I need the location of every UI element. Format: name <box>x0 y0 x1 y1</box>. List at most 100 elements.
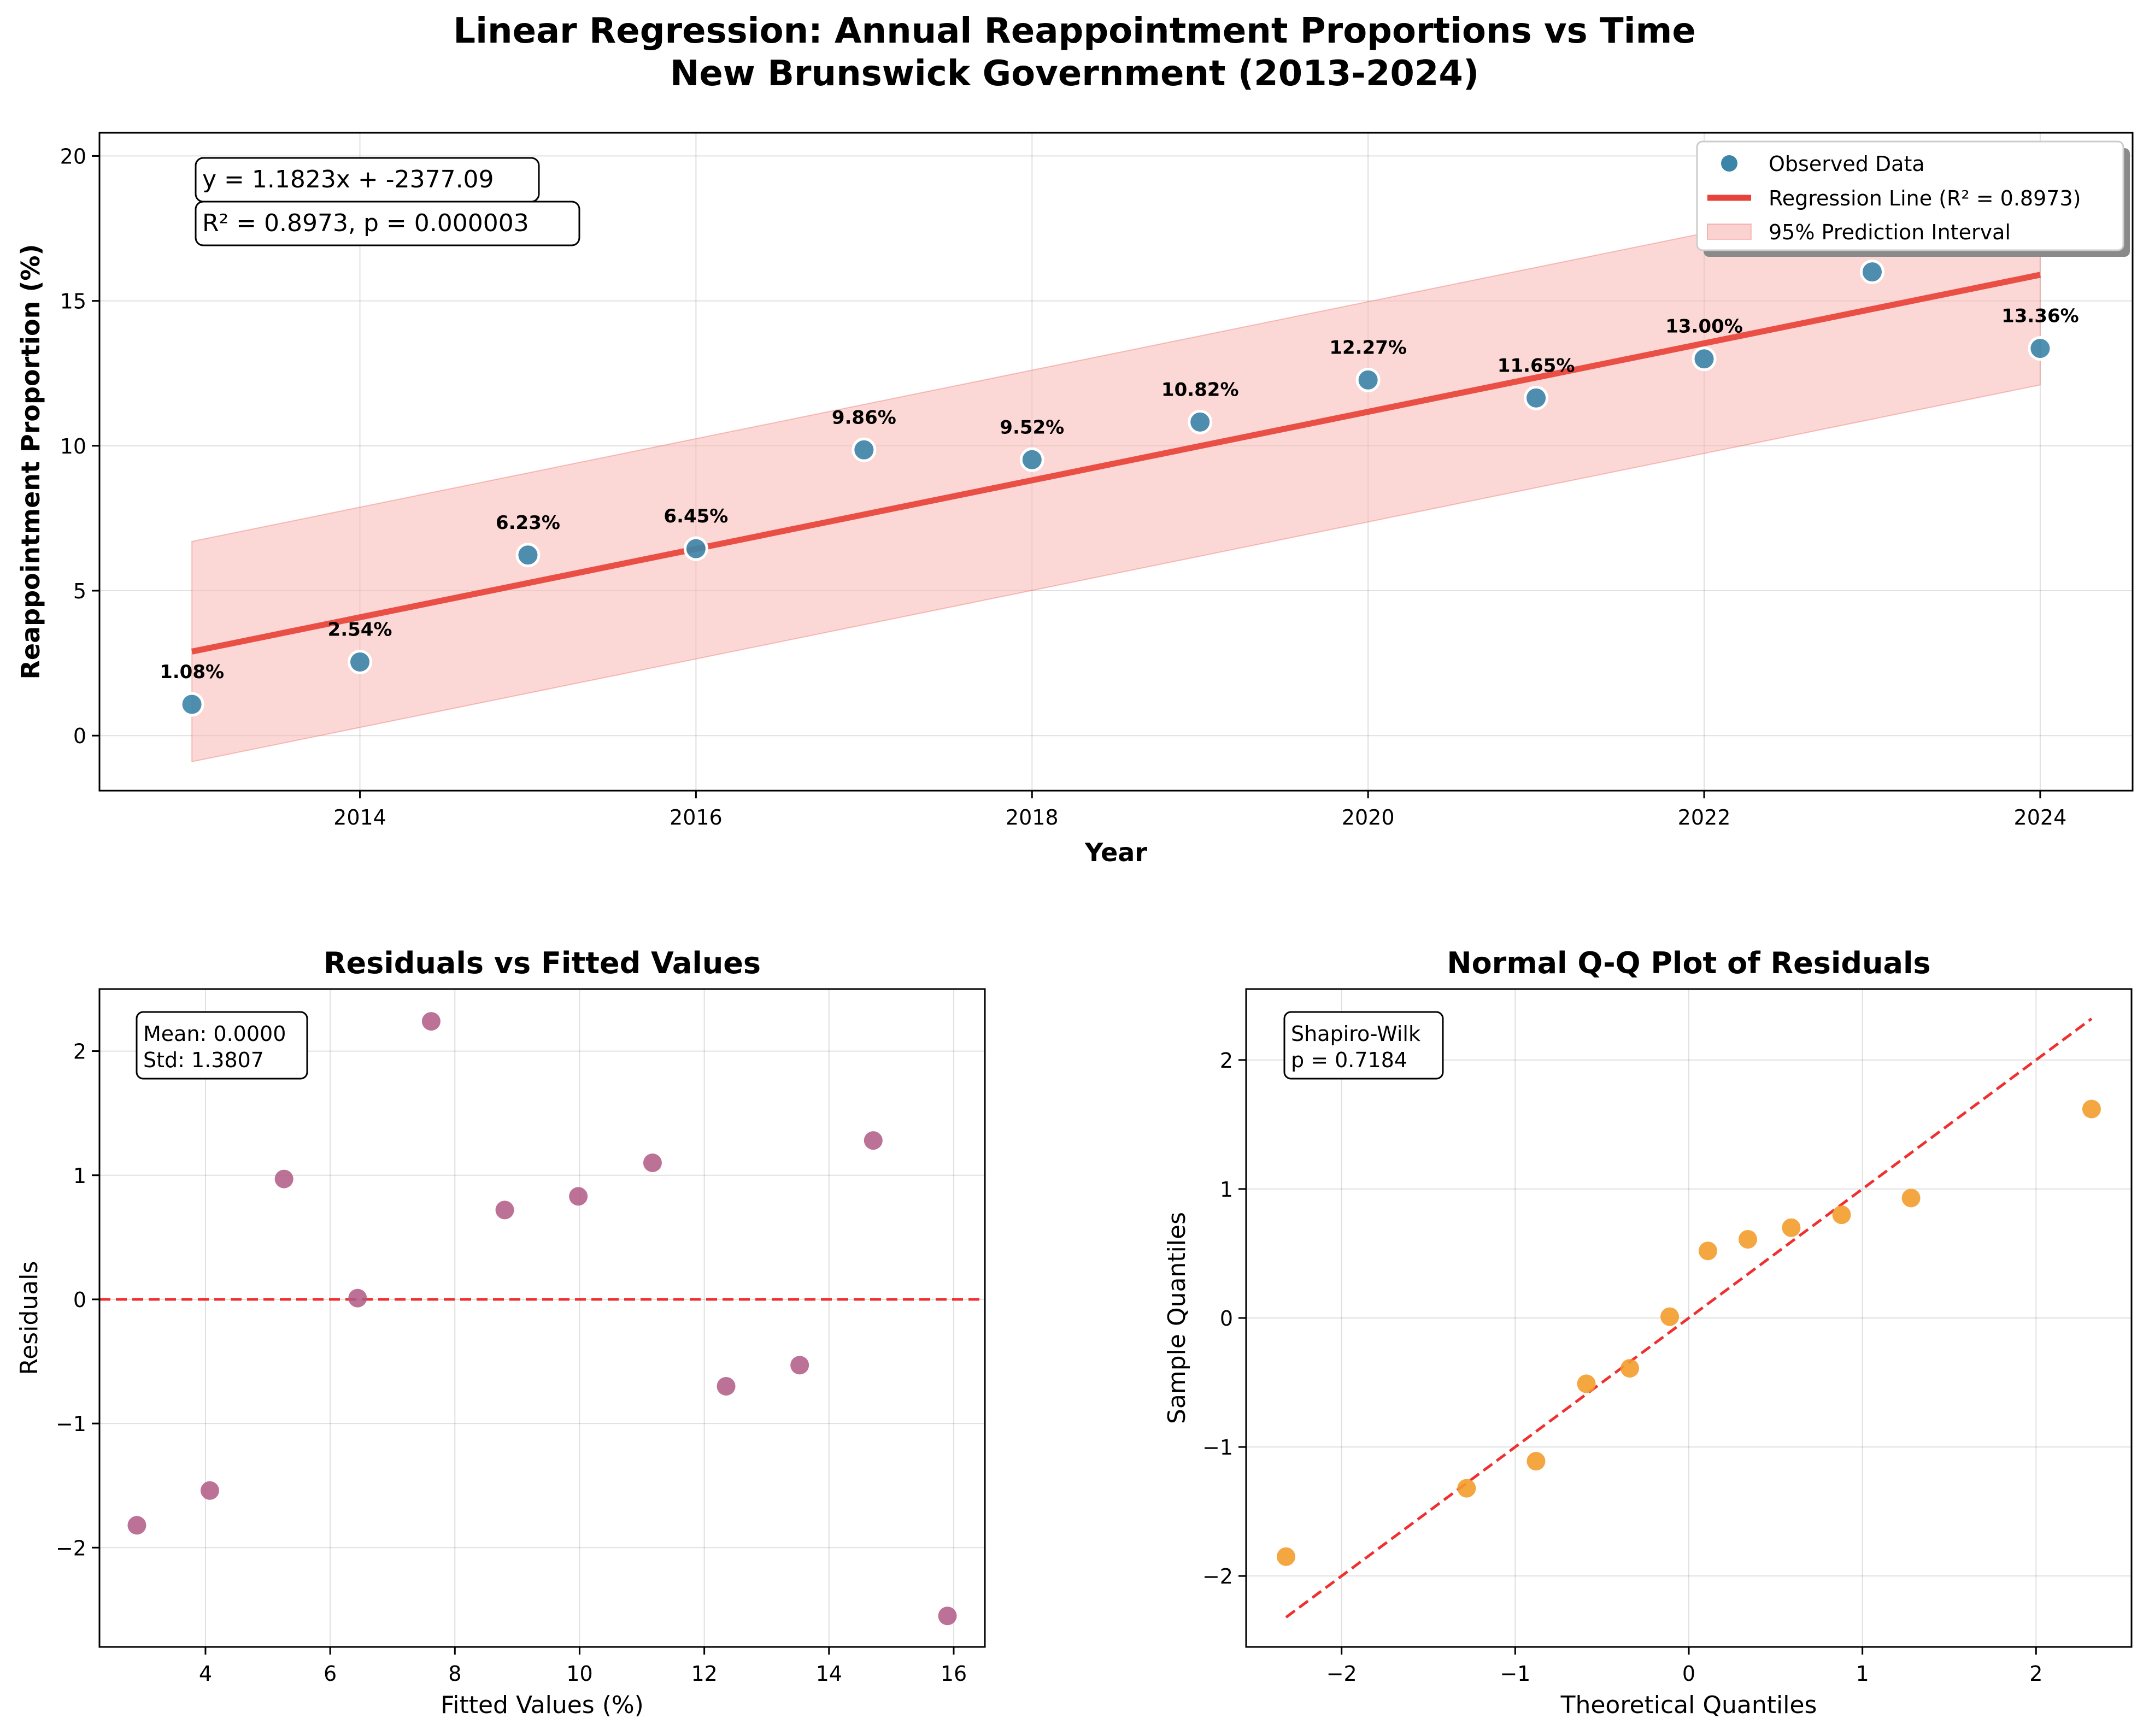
y-tick-label: 0 <box>1220 1307 1233 1331</box>
observed-point <box>1188 409 1213 434</box>
qq-pvalue-text: p = 0.7184 <box>1291 1048 1407 1072</box>
y-tick-label: 2 <box>1220 1049 1233 1073</box>
qq-stats-annotation: Shapiro-Wilk p = 0.7184 <box>1283 1011 1444 1080</box>
point-value-label: 6.23% <box>496 512 560 534</box>
qq-point <box>1277 1547 1296 1566</box>
legend-interval-swatch <box>1707 223 1752 240</box>
legend: Observed Data Regression Line (R² = 0.89… <box>1696 140 2130 257</box>
residual-point <box>274 1169 293 1188</box>
point-value-label: 10.82% <box>1161 379 1239 401</box>
residuals-plot-frame <box>98 988 986 1648</box>
point-value-label: 9.86% <box>832 407 896 428</box>
y-tick-label: −2 <box>56 1536 86 1560</box>
residuals-stats-box <box>136 1011 308 1080</box>
observed-point <box>348 650 373 675</box>
qq-point <box>1457 1479 1476 1498</box>
x-tick-label: 2020 <box>1342 805 1395 829</box>
legend-box <box>1696 140 2124 251</box>
stats-annotation: R² = 0.8973, p = 0.000003 <box>195 201 580 246</box>
observed-points <box>179 260 2053 717</box>
x-tick-label: 8 <box>448 1662 461 1686</box>
observed-point <box>852 437 877 462</box>
qq-gridlines <box>1246 989 2132 1647</box>
x-tick-label: 6 <box>324 1662 337 1686</box>
legend-interval-label: 95% Prediction Interval <box>1769 220 2011 244</box>
point-value-label: 6.45% <box>664 505 728 527</box>
point-value-label: 11.65% <box>1498 355 1575 376</box>
x-tick-label: 10 <box>566 1662 592 1686</box>
x-tick-label: 1 <box>1856 1662 1869 1686</box>
main-y-axis-label: Reappointment Proportion (%) <box>16 244 45 680</box>
residuals-mean-text: Mean: 0.0000 <box>143 1022 286 1046</box>
observed-point <box>179 692 204 717</box>
residual-point <box>495 1201 514 1220</box>
observed-point <box>683 536 708 561</box>
residuals-y-axis-label: Residuals <box>15 1261 43 1375</box>
point-value-label: 12.27% <box>1329 337 1407 358</box>
residual-point <box>421 1012 441 1031</box>
x-tick-label: 0 <box>1682 1662 1695 1686</box>
qq-point <box>1832 1205 1851 1225</box>
x-tick-label: 2016 <box>670 805 723 829</box>
x-tick-label: 16 <box>941 1662 967 1686</box>
x-tick-label: 4 <box>199 1662 212 1686</box>
regression-line-path <box>191 272 2041 655</box>
residual-point <box>790 1356 809 1375</box>
point-value-label: 13.00% <box>1665 316 1743 338</box>
qq-point <box>2082 1099 2101 1119</box>
residual-point <box>200 1481 219 1500</box>
qq-stats-box <box>1283 1011 1444 1080</box>
residuals-title: Residuals vs Fitted Values <box>324 946 761 980</box>
y-tick-label: 20 <box>60 144 86 168</box>
qq-axis-ticks: −2 −1 0 1 2 −2 −1 0 1 2 <box>1202 1049 2042 1686</box>
observed-point <box>1355 367 1381 392</box>
x-tick-label: 2022 <box>1678 805 1731 829</box>
qq-title: Normal Q-Q Plot of Residuals <box>1447 946 1930 980</box>
observed-point <box>1019 447 1044 472</box>
legend-observed-label: Observed Data <box>1769 152 1925 176</box>
point-value-label: 9.52% <box>1000 416 1064 438</box>
main-x-axis-label: Year <box>1084 838 1147 867</box>
qq-test-name-text: Shapiro-Wilk <box>1291 1022 1420 1046</box>
qq-point <box>1526 1452 1546 1471</box>
figure-title-line2: New Brunswick Government (2013-2024) <box>670 54 1479 94</box>
equation-text: y = 1.1823x + -2377.09 <box>202 166 494 193</box>
y-tick-label: 0 <box>73 1288 86 1312</box>
main-plot-frame <box>98 132 2134 792</box>
qq-points <box>1277 1099 2101 1566</box>
residual-point <box>938 1606 957 1626</box>
figure-title-line1: Linear Regression: Annual Reappointment … <box>453 11 1695 51</box>
x-tick-label: −1 <box>1500 1662 1530 1686</box>
residual-point <box>864 1131 883 1150</box>
point-value-label: 1.08% <box>160 661 224 683</box>
point-value-label: 13.36% <box>2001 305 2079 327</box>
qq-panel: Normal Q-Q Plot of Residuals −2 −1 0 1 2 −2 −1… <box>1163 946 2133 1719</box>
qq-point <box>1620 1359 1639 1378</box>
y-tick-label: −1 <box>56 1412 86 1436</box>
legend-observed-marker <box>1719 153 1740 174</box>
x-tick-label: 12 <box>691 1662 717 1686</box>
x-tick-label: 2 <box>2029 1662 2042 1686</box>
x-tick-label: 14 <box>816 1662 842 1686</box>
stats-text: R² = 0.8973, p = 0.000003 <box>202 209 529 237</box>
x-tick-label: 2014 <box>333 805 386 829</box>
residuals-x-axis-label: Fitted Values (%) <box>441 1691 644 1719</box>
observed-point <box>515 543 541 568</box>
x-tick-label: −2 <box>1326 1662 1357 1686</box>
y-tick-label: 1 <box>1220 1178 1233 1202</box>
y-tick-label: 1 <box>73 1164 86 1188</box>
observed-point <box>1692 346 1717 372</box>
legend-regression-label: Regression Line (R² = 0.8973) <box>1769 186 2081 210</box>
qq-point <box>1660 1307 1680 1326</box>
y-tick-label: 0 <box>73 724 86 748</box>
stats-box <box>195 201 580 246</box>
residual-points <box>127 1012 957 1626</box>
observed-point <box>1524 385 1549 410</box>
qq-point <box>1782 1218 1801 1237</box>
point-value-labels: 1.08% 2.54% 6.23% 6.45% 9.86% 9.52% 10.82% 12.2… <box>160 305 2079 683</box>
y-tick-label: 5 <box>73 579 86 603</box>
qq-point <box>1577 1374 1596 1393</box>
qq-reference-line-path <box>1285 1017 2093 1619</box>
